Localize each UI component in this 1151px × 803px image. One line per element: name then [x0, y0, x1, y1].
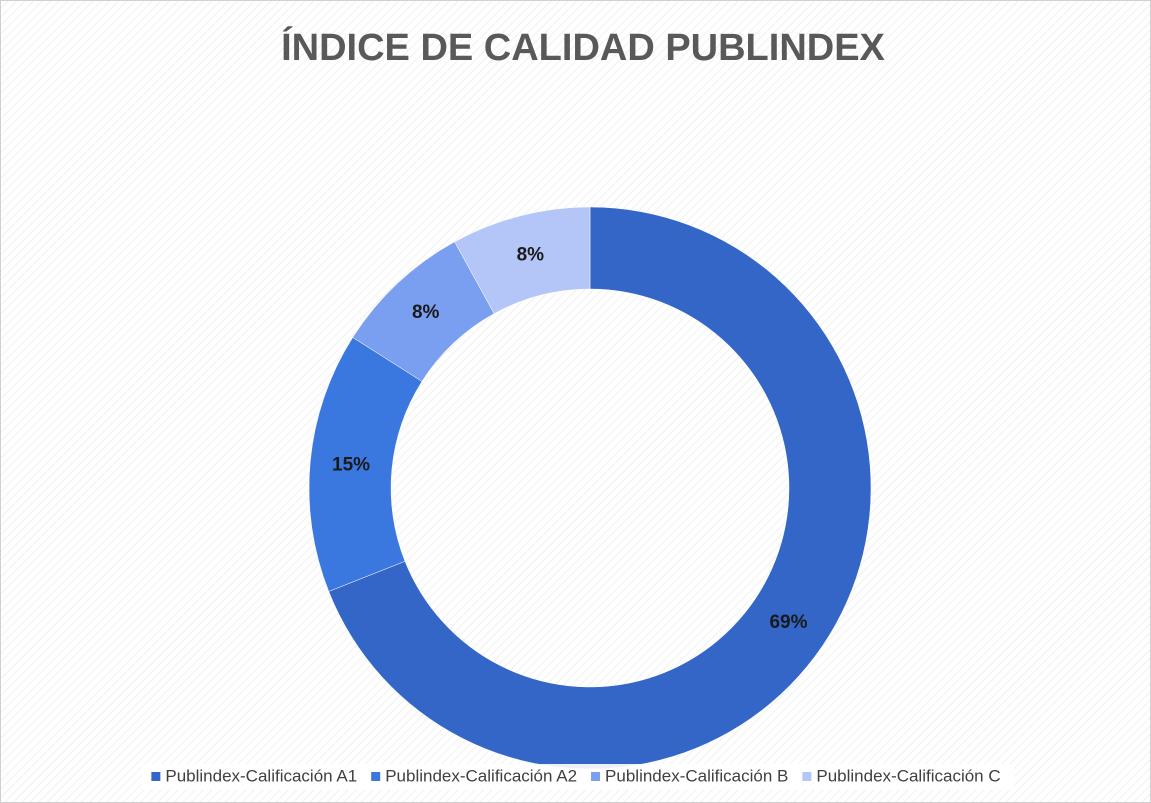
legend-label: Publindex-Calificación C	[816, 766, 1000, 785]
legend: Publindex-Calificación A1 Publindex-Calif…	[141, 764, 1015, 790]
data-label: 8%	[517, 245, 545, 266]
chart-title: ÍNDICE DE CALIDAD PUBLINDEX	[281, 25, 885, 69]
legend-item: Publindex-Calificación A1	[151, 766, 357, 785]
legend-swatch	[371, 772, 381, 781]
legend-item: Publindex-Calificación A2	[371, 766, 577, 785]
legend-item: Publindex-Calificación B	[591, 766, 788, 785]
legend-background	[141, 764, 1015, 790]
legend-label: Publindex-Calificación A2	[385, 766, 577, 785]
data-label: 8%	[412, 302, 440, 323]
legend-label: Publindex-Calificación B	[605, 766, 788, 785]
donut-slice	[328, 206, 872, 770]
data-label: 69%	[769, 612, 807, 633]
legend-item: Publindex-Calificación C	[802, 766, 1001, 785]
data-labels: 69% 15% 8% 8%	[332, 245, 808, 633]
legend-swatch	[591, 772, 601, 781]
legend-swatch	[151, 772, 161, 781]
data-label: 15%	[332, 454, 370, 475]
legend-label: Publindex-Calificación A1	[165, 766, 357, 785]
donut	[308, 206, 872, 770]
legend-swatch	[802, 772, 812, 781]
donut-slice	[454, 206, 591, 314]
